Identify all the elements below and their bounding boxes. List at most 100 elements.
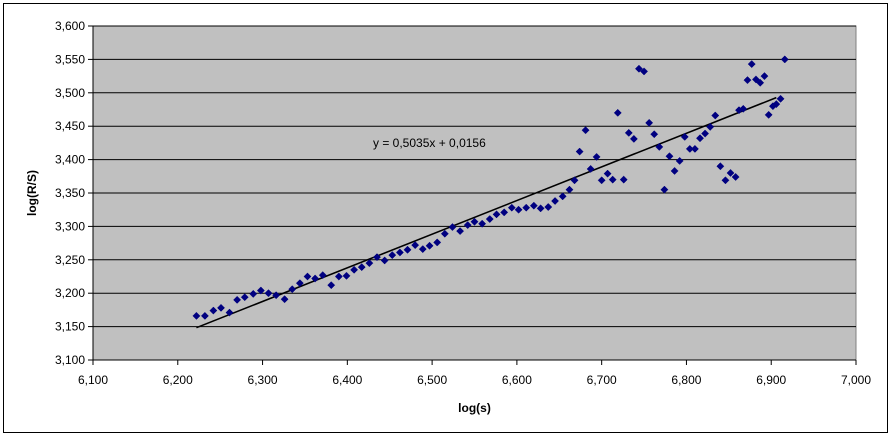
data-point [597,176,606,185]
x-axis-title: log(s) [458,401,491,415]
data-point [635,64,643,73]
data-point [514,205,523,214]
x-tick-label: 6,600 [502,373,532,387]
data-point [418,245,427,254]
data-point [613,108,622,117]
data-point [780,55,789,64]
data-point [411,241,420,250]
data-point [288,285,297,294]
data-point [619,175,628,184]
y-tick-label: 3,200 [55,286,85,300]
data-point [209,306,218,315]
x-tick-label: 6,500 [417,373,447,387]
data-point [586,164,595,173]
data-point [603,169,612,178]
data-point [395,248,404,257]
data-point [624,128,633,137]
data-point [311,274,320,283]
data-point [350,265,359,274]
data-point [342,271,351,280]
data-point [726,169,735,177]
data-point [570,176,579,185]
data-point [485,215,494,224]
data-point [440,229,449,238]
y-tick-label: 3,350 [55,186,85,200]
data-point [256,286,265,295]
data-point [747,60,756,69]
x-tick-label: 6,400 [332,373,362,387]
x-tick-label: 7,000 [841,373,871,387]
data-point [425,241,434,250]
data-point [217,303,225,312]
data-point [318,271,327,280]
data-point [433,238,442,247]
data-point [249,289,258,298]
data-point [500,208,509,217]
data-point [592,152,601,161]
y-tick-label: 3,500 [55,86,85,100]
data-point [581,126,590,135]
data-point [756,78,765,87]
data-point [551,197,559,205]
x-tick-labels: 6,100 6,200 6,300 6,400 6,500 6,600 6,700 6,800… [78,373,871,387]
data-point [655,142,664,151]
data-point [373,253,381,262]
data-point [565,185,574,194]
x-tick-label: 6,300 [248,373,278,387]
data-point [233,295,242,304]
data-point [558,192,567,201]
y-tick-label: 3,150 [55,320,85,334]
x-tick-label: 6,900 [756,373,786,387]
data-point [690,144,699,153]
data-point [721,176,730,185]
data-point [706,122,715,131]
data-point [492,210,501,219]
data-point [303,272,312,281]
y-tick-label: 3,550 [55,52,85,66]
data-point [403,245,412,254]
data-point [640,67,649,76]
data-point [752,75,760,84]
data-point [575,147,584,156]
data-point [295,279,304,288]
data-point [608,175,617,184]
data-points [192,55,789,320]
data-point [711,111,720,120]
data-point [192,311,201,320]
data-point [680,132,689,141]
trendline-equation: y = 0,5035x + 0,0156 [373,136,486,150]
data-point [660,185,669,194]
data-point [334,272,343,281]
data-point [272,291,281,300]
data-point [772,100,781,109]
data-point [463,221,472,230]
data-point [380,256,389,265]
gridlines [88,25,857,365]
data-point [456,227,465,236]
data-point [529,201,538,210]
data-point [645,118,654,127]
data-point [200,311,209,320]
data-point [478,219,487,228]
data-point [696,134,704,143]
data-point [327,281,336,290]
data-point [731,173,740,181]
data-point [264,289,273,298]
data-point [670,167,679,175]
data-point [365,259,374,268]
y-tick-label: 3,300 [55,219,85,233]
x-tick-label: 6,100 [78,373,108,387]
data-point [448,223,457,232]
data-point [760,72,769,81]
data-point [280,295,289,304]
data-point [507,203,516,212]
data-point [470,217,479,226]
data-point [716,162,725,171]
y-tick-label: 3,450 [55,119,85,133]
data-point [388,251,397,260]
data-point [629,134,638,143]
data-point [544,203,553,211]
data-point [764,110,773,119]
data-point [701,129,710,138]
